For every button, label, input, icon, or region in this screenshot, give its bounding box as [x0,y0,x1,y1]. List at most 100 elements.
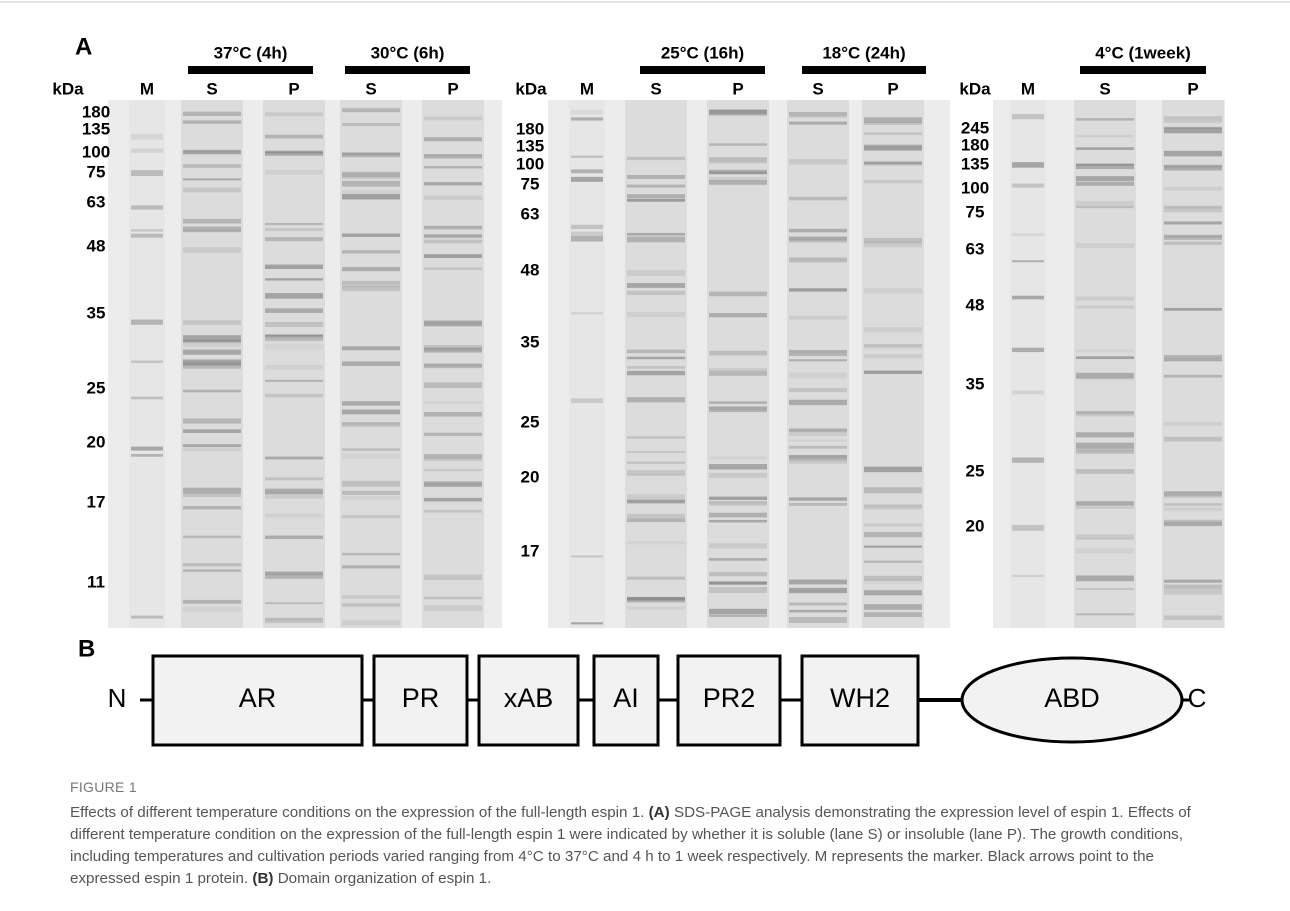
band [265,152,323,156]
marker-label: 11 [87,572,105,591]
band [342,153,400,157]
lane-label: S [1099,79,1110,98]
band [342,496,400,500]
marker-label: 35 [521,332,540,351]
band [789,603,847,606]
band [571,169,603,173]
band [864,180,922,183]
band [1076,305,1134,308]
band [1076,502,1134,506]
band [571,555,603,557]
band [627,577,685,580]
band [424,433,482,436]
band [342,361,400,366]
band [709,172,767,175]
band [1164,120,1222,123]
lane-label: P [887,79,898,98]
band [424,268,482,270]
band [1164,221,1222,224]
band [864,604,922,610]
band [627,397,685,402]
band [183,488,241,494]
band [342,234,400,237]
lane-label: P [288,79,299,98]
marker-label: 100 [961,178,989,197]
band [424,182,482,185]
band [1076,164,1134,169]
marker-label: 63 [87,192,106,211]
band [1076,118,1134,121]
band [627,597,685,600]
band [627,312,685,317]
band [265,237,323,241]
band [342,346,400,350]
band [864,546,922,548]
marker-label: 20 [87,432,106,451]
band [1076,356,1134,359]
condition-label: 30°C (6h) [371,43,445,62]
band [131,134,163,140]
band [864,371,922,374]
band [1012,296,1044,300]
band [709,520,767,522]
band [1164,166,1222,171]
band [1164,375,1222,378]
band [627,451,685,453]
band [864,145,922,148]
band [342,123,400,126]
caption-title: Effects of different temperature conditi… [70,804,644,821]
band [1164,585,1222,589]
band [342,595,400,599]
band [1076,548,1134,553]
band [627,270,685,276]
lane-label: S [206,79,217,98]
band [424,469,482,471]
band [1076,506,1134,509]
band [1076,535,1134,538]
lane-label: P [1187,79,1198,98]
band [424,321,482,326]
band [424,240,482,244]
band [571,236,603,242]
band [265,618,323,621]
band [789,197,847,201]
domain-label: ABD [1044,683,1100,713]
band [424,402,482,404]
band [265,457,323,460]
band [864,576,922,581]
band [342,110,400,112]
band [789,446,847,449]
band [265,170,323,175]
band [571,117,603,120]
condition-label: 37°C (4h) [214,43,288,62]
lane [787,100,849,628]
band [342,194,400,199]
band [864,162,922,165]
lane [862,100,924,628]
band [342,401,400,405]
band [1076,201,1134,204]
lane-label: M [580,79,594,98]
band [571,156,603,158]
band [571,232,603,237]
band [864,345,922,350]
marker-label: 25 [966,461,985,480]
condition-bar [640,66,765,74]
marker-label: 20 [521,467,540,486]
band [1076,373,1134,379]
marker-label: 35 [966,374,985,393]
band [265,293,323,299]
band [265,112,323,116]
band [1076,613,1134,615]
band [709,501,767,506]
marker-label: 75 [966,202,985,221]
band [709,615,767,617]
marker-label: 75 [521,174,540,193]
band [1164,493,1222,497]
condition-bar [345,66,470,74]
band [265,536,323,539]
kda-label: kDa [515,79,547,98]
band [571,312,603,314]
band [789,388,847,392]
marker-label: 17 [521,541,540,560]
